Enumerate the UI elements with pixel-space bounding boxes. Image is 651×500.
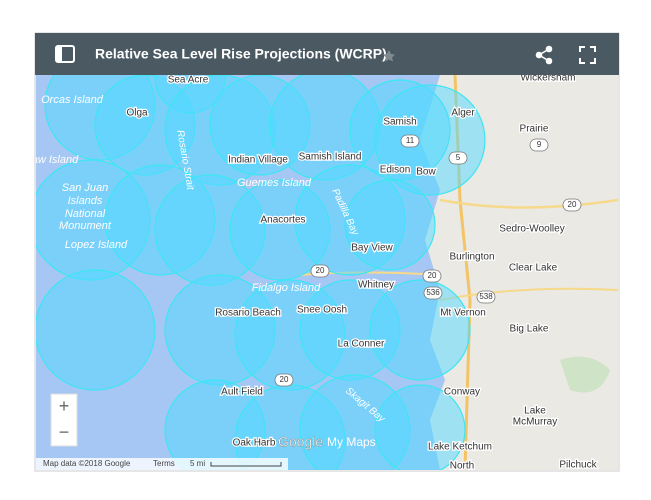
place-label: Anacortes — [260, 215, 305, 226]
place-label: Pilchuck — [559, 460, 597, 471]
road-shield-label: 20 — [316, 266, 325, 275]
place-label: Sea Acre — [168, 75, 209, 86]
place-label: Lopez Island — [65, 239, 128, 251]
legend-toggle-part — [56, 46, 62, 62]
place-label: Clear Lake — [509, 263, 558, 274]
place-label: Rosario Beach — [215, 308, 281, 319]
place-label: Edison — [380, 165, 411, 176]
road-shield — [423, 286, 443, 300]
scale-bar — [210, 462, 282, 467]
place-label: Lake Ketchum — [428, 442, 492, 453]
scale-label: 5 mi — [190, 459, 205, 468]
road-shield-label: 20 — [568, 200, 577, 209]
map-data: Map data ©2018 Google — [43, 459, 131, 468]
place-label: North — [450, 461, 474, 472]
map: Sea Acre Wickersham Orcas Island Olga Alger S… — [32, 73, 618, 472]
place-label: McMurray — [513, 417, 557, 428]
place-label: Conway — [444, 387, 480, 398]
place-label: Monument — [59, 220, 112, 232]
road-shield-label: 5 — [456, 153, 461, 162]
place-label: Whitney — [358, 280, 394, 291]
road-shield-label: 536 — [426, 288, 440, 297]
road-shield-label: 9 — [537, 140, 542, 149]
road-shield — [562, 198, 582, 212]
projection-circle — [374, 384, 466, 470]
place-label: Guemes Island — [237, 177, 312, 189]
footer-bar — [36, 458, 288, 470]
zoom-control — [50, 393, 78, 447]
road-shield-label: 20 — [280, 375, 289, 384]
road-shield-label: 538 — [479, 292, 493, 301]
place-label: Orcas Island — [41, 94, 104, 106]
place-label: Prairie — [520, 124, 549, 135]
place-label: Samish Island — [299, 152, 362, 163]
star[interactable] — [383, 50, 395, 62]
map-title: Relative Sea Level Rise Projections (WCR… — [95, 46, 387, 62]
road — [439, 198, 618, 209]
place-label: Wickersham — [520, 73, 575, 84]
road-shield — [310, 264, 330, 278]
place-label: Islands — [68, 195, 103, 207]
header-bar — [35, 33, 619, 75]
zoom-in[interactable]: + — [59, 396, 70, 416]
place-label: Mt Vernon — [440, 308, 486, 319]
place-label: Sedro-Woolley — [499, 224, 564, 235]
road-shield — [476, 290, 496, 304]
fullscreen[interactable] — [579, 46, 596, 64]
place-label: La Conner — [338, 339, 385, 350]
road-shield — [422, 269, 442, 283]
road-shield — [529, 138, 549, 152]
place-label: Lake — [524, 406, 546, 417]
road-shield-label: 11 — [406, 136, 415, 145]
place-label: Bow — [416, 167, 436, 178]
road-shield — [448, 151, 468, 165]
place-label: Oak Harb — [233, 438, 276, 449]
place-label: Big Lake — [510, 324, 549, 335]
place-labels: Sea Acre Wickersham Orcas Island Olga Alger S… — [32, 73, 599, 472]
place-label: Fidalgo Island — [252, 282, 321, 294]
share[interactable] — [535, 45, 553, 65]
road-shield — [274, 373, 294, 387]
place-label: National — [65, 208, 106, 220]
park — [560, 356, 610, 393]
google-logo: Google — [278, 434, 323, 450]
place-label: Indian Village — [228, 155, 288, 166]
place-label: Snee Oosh — [297, 305, 347, 316]
road — [439, 287, 618, 301]
projection-circle — [374, 84, 486, 196]
place-label: Alger — [451, 108, 475, 119]
projection-circles — [36, 75, 486, 470]
place-label: San Juan — [62, 182, 108, 194]
terms[interactable]: Terms — [153, 459, 175, 468]
place-label: aw Island — [32, 154, 79, 166]
place-label: Burlington — [449, 252, 494, 263]
place-label: Bay View — [351, 243, 393, 254]
place-label: Ault Field — [221, 387, 263, 398]
mymaps-logo: My Maps — [327, 435, 376, 449]
projection-circle — [36, 269, 156, 391]
place-label: Olga — [126, 108, 148, 119]
projection-circle — [369, 279, 471, 381]
road-shield-label: 20 — [428, 271, 437, 280]
projection-circle — [344, 179, 436, 271]
zoom-out[interactable]: − — [59, 422, 70, 442]
place-label: Samish — [383, 117, 416, 128]
road-shield — [400, 134, 420, 148]
